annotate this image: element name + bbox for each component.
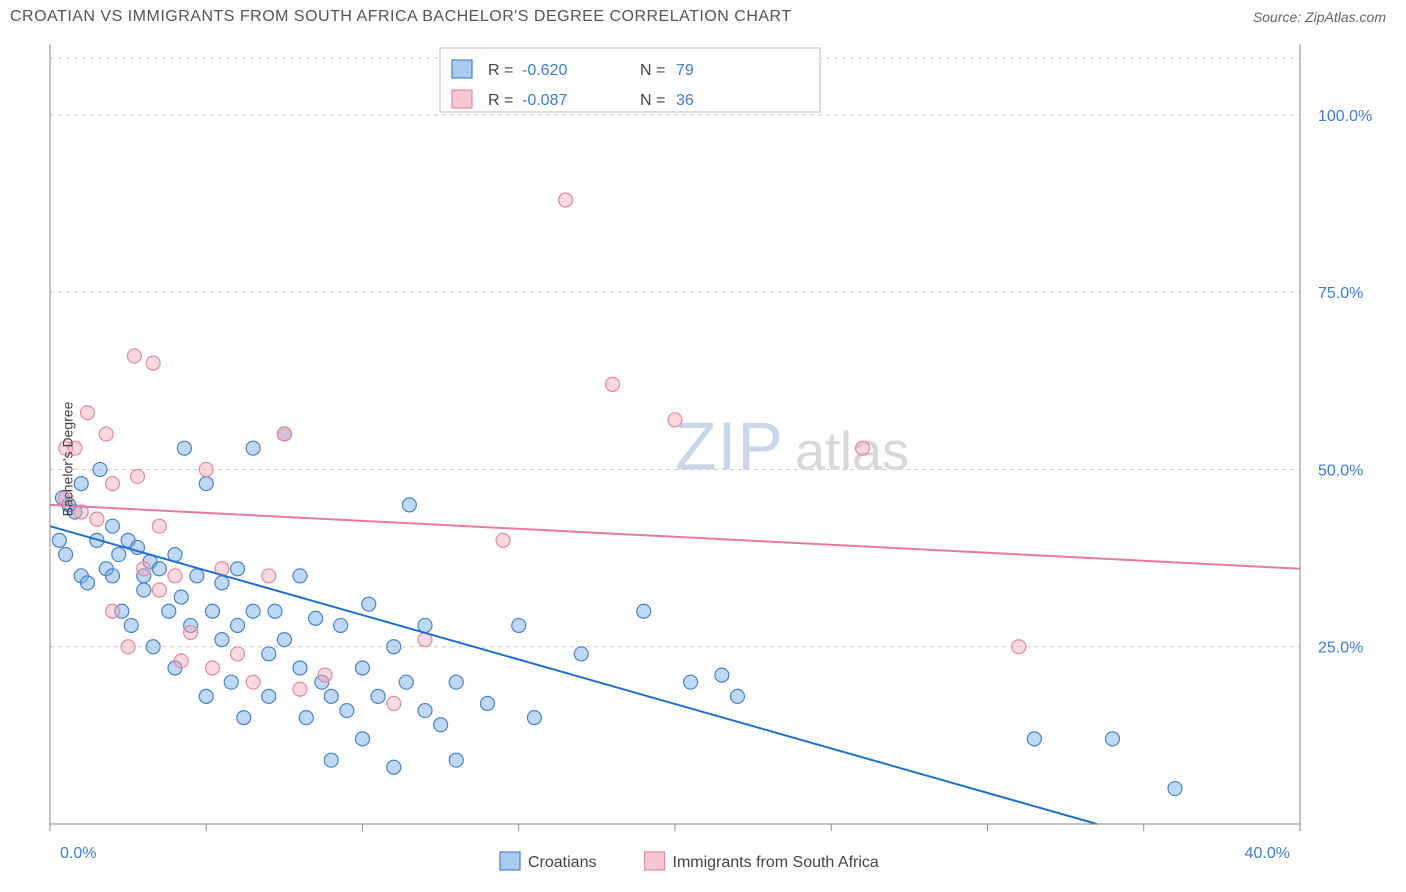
svg-text:R =: R =: [488, 62, 513, 79]
scatter-chart: ZIPatlas 0.0% 40.0% 25.0% 50.0% 75.0% 100.0% R …: [0, 34, 1406, 884]
svg-text:36: 36: [676, 92, 694, 109]
svg-text:-0.620: -0.620: [522, 62, 567, 79]
svg-text:Croatians: Croatians: [528, 854, 596, 871]
chart-area: Bachelor's Degree ZIPatlas 0.0% 40.0% 25.0%…: [0, 34, 1406, 884]
svg-text:Immigrants from South Africa: Immigrants from South Africa: [673, 854, 879, 871]
svg-text:atlas: atlas: [795, 421, 909, 481]
chart-title: CROATIAN VS IMMIGRANTS FROM SOUTH AFRICA…: [10, 8, 792, 26]
svg-text:N =: N =: [640, 92, 665, 109]
chart-header: CROATIAN VS IMMIGRANTS FROM SOUTH AFRICA…: [0, 0, 1406, 34]
svg-text:25.0%: 25.0%: [1318, 640, 1363, 657]
svg-text:N =: N =: [640, 62, 665, 79]
svg-text:75.0%: 75.0%: [1318, 285, 1363, 302]
svg-text:ZIP: ZIP: [675, 408, 784, 484]
chart-source: Source: ZipAtlas.com: [1253, 9, 1386, 25]
svg-text:40.0%: 40.0%: [1245, 845, 1290, 862]
svg-text:-0.087: -0.087: [522, 92, 567, 109]
svg-text:79: 79: [676, 62, 694, 79]
svg-text:R =: R =: [488, 92, 513, 109]
y-axis-label: Bachelor's Degree: [59, 402, 75, 517]
svg-text:50.0%: 50.0%: [1318, 462, 1363, 479]
svg-text:100.0%: 100.0%: [1318, 108, 1372, 125]
svg-text:0.0%: 0.0%: [60, 845, 96, 862]
